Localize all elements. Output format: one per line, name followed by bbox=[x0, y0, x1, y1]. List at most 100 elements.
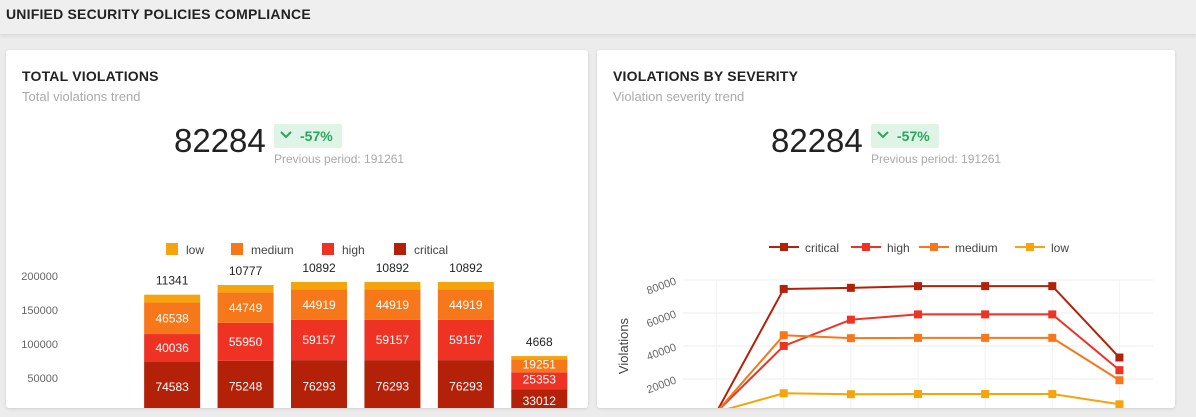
legend-swatch-critical bbox=[394, 243, 406, 255]
card-subtitle: Total violations trend bbox=[22, 89, 141, 104]
data-label-low: 4668 bbox=[526, 335, 553, 349]
data-label-medium: 44749 bbox=[229, 301, 263, 315]
bar-critical bbox=[511, 389, 568, 408]
bar-low bbox=[364, 281, 421, 290]
point-low bbox=[914, 390, 922, 399]
kpi-block: 82284 -57% Previous period: 191261 bbox=[174, 122, 434, 166]
kpi-value: 82284 bbox=[771, 122, 863, 159]
data-label-critical: 76293 bbox=[376, 379, 410, 393]
bar-high bbox=[364, 319, 421, 361]
bar-low bbox=[511, 356, 568, 360]
point-medium bbox=[846, 334, 855, 343]
bar-critical bbox=[291, 360, 347, 408]
bar-low bbox=[437, 281, 494, 290]
y-tick-label: 100000 bbox=[21, 339, 58, 351]
data-label-critical: 33012 bbox=[523, 394, 557, 408]
y-tick-label: 200000 bbox=[21, 271, 58, 283]
bar-critical bbox=[144, 361, 201, 408]
data-label-medium: 46538 bbox=[155, 311, 189, 325]
bar-critical bbox=[217, 360, 274, 408]
top-bar: UNIFIED SECURITY POLICIES COMPLIANCE bbox=[0, 0, 1196, 35]
data-label-critical: 75248 bbox=[229, 380, 263, 394]
legend-swatch-medium bbox=[231, 243, 243, 255]
bar-medium bbox=[511, 359, 568, 373]
legend-marker-low bbox=[1026, 243, 1034, 251]
change-badge: -57% bbox=[274, 124, 342, 148]
legend-swatch-high bbox=[322, 243, 334, 255]
bar-high bbox=[291, 319, 347, 361]
bar-critical bbox=[364, 360, 421, 408]
y-tick-label: 0 bbox=[52, 407, 58, 408]
point-low bbox=[981, 390, 990, 399]
y-tick-label: 150000 bbox=[21, 305, 58, 317]
point-critical bbox=[981, 282, 990, 291]
change-value: -57% bbox=[300, 128, 333, 144]
chevron-down-icon bbox=[280, 131, 292, 139]
legend-label-medium: medium bbox=[955, 241, 998, 255]
previous-period: Previous period: 191261 bbox=[871, 152, 1002, 166]
data-label-medium: 44919 bbox=[376, 298, 410, 312]
violations-by-severity-card: VIOLATIONS BY SEVERITY Violation severit… bbox=[597, 50, 1175, 408]
legend-label-critical: critical bbox=[805, 241, 839, 255]
data-label-high: 25353 bbox=[523, 373, 557, 387]
point-low bbox=[1048, 390, 1057, 399]
bar-critical bbox=[437, 360, 494, 408]
point-low bbox=[846, 390, 855, 399]
total-violations-bar-chart: low medium high critical 0 50000 100000 150000 2… bbox=[21, 243, 568, 408]
bar-medium bbox=[291, 289, 347, 320]
legend-marker-critical bbox=[780, 243, 788, 251]
point-medium bbox=[779, 331, 788, 340]
bar-medium bbox=[437, 289, 494, 320]
bar-high bbox=[144, 334, 201, 362]
y-tick-label: 20000 bbox=[645, 375, 678, 397]
data-label-low: 11341 bbox=[156, 274, 189, 288]
total-violations-card: TOTAL VIOLATIONS Total violations trend … bbox=[6, 50, 588, 408]
point-critical bbox=[914, 282, 922, 291]
legend-label-high: high bbox=[887, 241, 910, 255]
point-medium bbox=[981, 333, 990, 342]
bar-medium bbox=[144, 302, 201, 335]
point-medium bbox=[914, 333, 922, 342]
data-label-critical: 76293 bbox=[449, 379, 483, 393]
data-label-high: 59157 bbox=[376, 333, 410, 347]
kpi-value: 82284 bbox=[174, 122, 266, 159]
kpi-block: 82284 -57% Previous period: 191261 bbox=[771, 122, 1031, 166]
point-critical bbox=[1048, 282, 1057, 291]
point-critical bbox=[779, 284, 788, 293]
y-tick-label: 40000 bbox=[645, 342, 678, 364]
point-high bbox=[846, 315, 855, 324]
bar-medium bbox=[364, 289, 421, 320]
card-title: TOTAL VIOLATIONS bbox=[22, 68, 159, 84]
point-high bbox=[914, 310, 922, 319]
y-tick-label: 60000 bbox=[645, 309, 678, 331]
point-high bbox=[981, 310, 990, 319]
bar-low bbox=[217, 285, 274, 293]
data-label-medium: 44919 bbox=[449, 298, 483, 312]
point-high bbox=[1115, 366, 1124, 375]
card-subtitle: Violation severity trend bbox=[613, 89, 745, 104]
chevron-down-icon bbox=[877, 131, 889, 139]
legend-label-medium: medium bbox=[251, 243, 294, 257]
point-medium bbox=[1048, 333, 1057, 342]
data-label-high: 55950 bbox=[229, 335, 263, 349]
point-low bbox=[779, 389, 788, 398]
legend-label-low: low bbox=[1051, 241, 1069, 255]
data-label-low: 10892 bbox=[376, 261, 410, 275]
bar-high bbox=[217, 322, 274, 361]
point-critical bbox=[1115, 353, 1124, 362]
legend-marker-high bbox=[862, 243, 870, 251]
data-label-low: 10777 bbox=[229, 264, 263, 278]
legend-label-high: high bbox=[342, 243, 365, 257]
legend-swatch-low bbox=[166, 243, 178, 255]
bar-high bbox=[437, 319, 494, 361]
point-critical bbox=[846, 283, 855, 292]
bar-medium bbox=[217, 292, 274, 323]
change-badge: -57% bbox=[871, 124, 939, 148]
point-high bbox=[779, 341, 788, 350]
bar-low bbox=[144, 294, 201, 303]
bar-high bbox=[511, 372, 568, 390]
data-label-low: 10892 bbox=[302, 261, 336, 275]
data-label-high: 59157 bbox=[449, 333, 483, 347]
data-label-high: 40036 bbox=[155, 341, 189, 355]
data-label-low: 10892 bbox=[449, 261, 483, 275]
